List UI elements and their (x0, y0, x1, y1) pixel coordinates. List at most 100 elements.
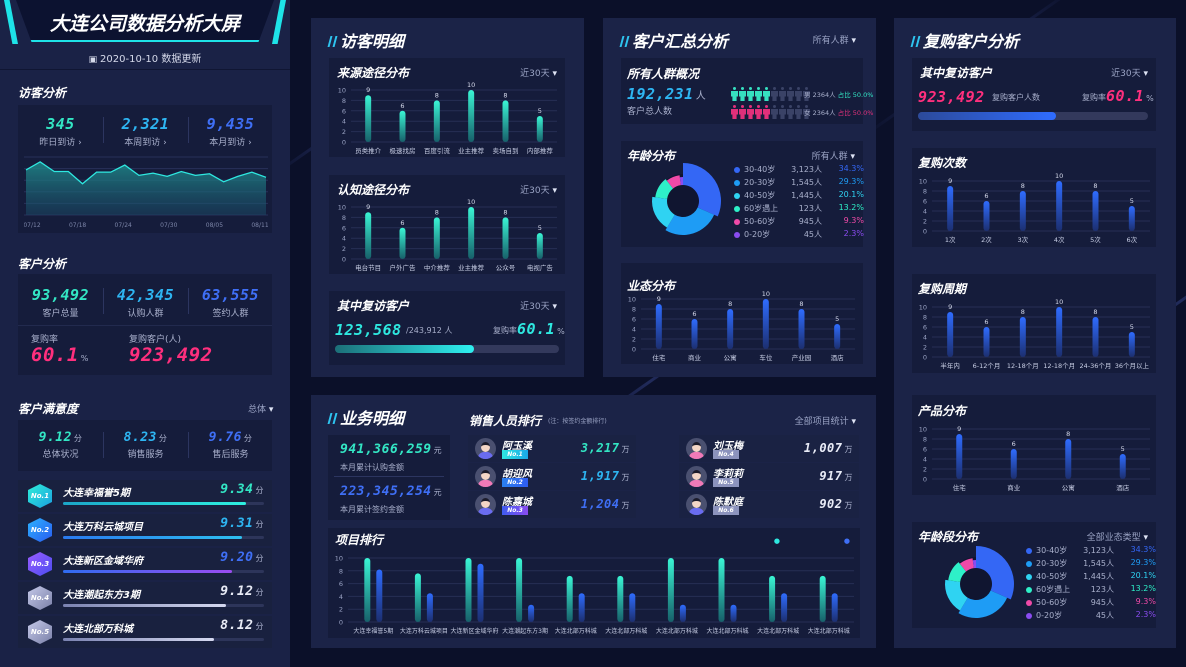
dashboard-title: 大连公司数据分析大屏 (49, 13, 240, 35)
sales-person-item[interactable]: 刘玉梅 No.4 1,007 万 (679, 435, 859, 462)
revisit-filter-dropdown[interactable]: 近30天 (520, 299, 557, 312)
x-tick-label: 36个月以上 (1115, 361, 1150, 370)
sales-filter-dropdown[interactable]: 全部项目统计 (795, 414, 856, 427)
divider (188, 432, 189, 458)
legend-item: 60岁遇上 123人 13.2% (734, 203, 864, 216)
sales-person-item[interactable]: 胡迎风 No.2 1,917 万 (468, 463, 636, 490)
progress-fill (335, 345, 474, 353)
bar (617, 575, 624, 622)
data-label: 5 (835, 315, 839, 323)
legend-count: 945人 (1090, 598, 1114, 607)
data-label: 9 (948, 177, 952, 185)
sales-person-item[interactable]: 陈默庭 No.6 902 万 (679, 491, 859, 518)
revisit-value: 123,568 (335, 321, 402, 339)
ranking-item[interactable]: No.5 大连北部万科城 8.12 分 (18, 616, 272, 648)
data-label: 6 (400, 219, 404, 227)
y-tick-label: 10 (338, 204, 346, 212)
male-stats: 男 2364人 占比 50.0% (804, 89, 873, 99)
y-tick-label: 4 (339, 593, 343, 601)
title-text: 复购客户分析 (923, 32, 1020, 51)
x-tick-label: 电台节目 (355, 263, 381, 272)
y-tick-label: 8 (923, 188, 927, 196)
product-title: 产品分布 (918, 404, 967, 418)
unit: 万 (621, 501, 630, 510)
x-tick-label: 产业园 (792, 353, 812, 362)
x-tick-label: 大连北部万科城 (706, 627, 748, 635)
summary-filter-dropdown[interactable]: 所有人群 (813, 33, 856, 46)
ranking-item[interactable]: No.1 大连幸福誉5期 9.34 分 (18, 480, 272, 512)
legend-dot-icon (734, 167, 740, 173)
ranking-item[interactable]: No.2 大连万科云城项目 9.31 分 (18, 514, 272, 546)
revisit-title: 其中复访客户 (337, 299, 410, 313)
female-ratio: 占比 50.0% (837, 109, 874, 117)
legend-dot-icon (734, 206, 740, 212)
age-segment-filter-dropdown[interactable]: 全部业态类型 (1087, 530, 1148, 543)
rank-badge-icon: No.5 (28, 620, 52, 644)
bar (655, 304, 662, 349)
legend-dot-icon (1026, 574, 1032, 580)
sales-person-item[interactable]: 陈嘉城 No.3 1,204 万 (468, 491, 636, 518)
repurchase-rate: 60.1% (31, 344, 89, 366)
count-title: 复购次数 (918, 156, 967, 170)
ranking-item[interactable]: No.3 大连新区金域华府 9.20 分 (18, 548, 272, 580)
stat-value: 42,345 (116, 286, 175, 304)
cycle-title: 复购周期 (918, 282, 967, 296)
person-icon (739, 87, 746, 101)
legend-dot-icon (734, 180, 740, 186)
data-label: 9 (657, 295, 661, 303)
legend-label: 30-40岁 (744, 165, 776, 174)
legend-label: 30-40岁 (1036, 546, 1068, 555)
sales-person-item[interactable]: 李莉莉 No.5 917 万 (679, 463, 859, 490)
x-tick-label: 1次 (945, 235, 956, 244)
data-label: 10 (1055, 299, 1063, 306)
x-tick-label: 07/24 (115, 222, 132, 229)
y-tick-label: 0 (923, 228, 927, 236)
data-label: 8 (503, 208, 507, 216)
legend-dot-icon (1026, 600, 1032, 606)
y-tick-label: 4 (632, 326, 636, 334)
x-tick-label: 08/05 (206, 222, 223, 229)
bar (679, 604, 686, 622)
y-tick-label: 2 (632, 336, 636, 344)
x-tick-label: 车位 (759, 353, 773, 362)
person-icon (795, 87, 802, 101)
stat-month[interactable]: 9,435 本月到访 › (188, 115, 273, 148)
repurchase-rate-label: 复购率 (31, 335, 59, 345)
y-tick-label: 10 (335, 555, 343, 563)
unit: 分 (243, 434, 253, 443)
bar (566, 575, 573, 622)
person-amount: 3,217 万 (581, 441, 630, 455)
bar (426, 593, 433, 622)
data-label: 6 (1012, 440, 1016, 448)
unit: 分 (255, 588, 264, 597)
data-label: 8 (1066, 430, 1070, 438)
project-name: 大连新区金域华府 (63, 556, 143, 567)
bar (376, 569, 383, 622)
awareness-bar-chart: 0 2 4 6 8 10 9 电台节目 6 户外广告 8 中介推荐 10 业主推荐 8 公众号 5 电视广告 (338, 199, 557, 272)
data-label: 8 (435, 91, 439, 99)
sales-ranking-title: 销售人员排行 (469, 414, 542, 428)
stat-yesterday[interactable]: 345 昨日到访 › (18, 115, 103, 148)
data-label: 8 (1021, 308, 1025, 316)
legend-item: 30-40岁 3,123人 34.3% (734, 164, 864, 177)
avatar-icon (475, 466, 496, 487)
satisfaction-filter-dropdown[interactable]: 总体 (248, 402, 273, 415)
data-label: 10 (467, 82, 475, 89)
age-segment-donut-chart (945, 546, 1014, 618)
legend-item: 60岁遇上 123人 13.2% (1026, 584, 1156, 597)
stat-week[interactable]: 2,321 本周到访 › (103, 115, 188, 148)
awareness-filter-dropdown[interactable]: 近30天 (520, 183, 557, 196)
ranking-item[interactable]: No.4 大连潮起东方3期 9.12 分 (18, 582, 272, 614)
revisit-filter-dropdown[interactable]: 近30天 (1111, 66, 1148, 79)
sales-person-item[interactable]: 阿玉溪 No.1 3,217 万 (468, 435, 636, 462)
age-filter-dropdown[interactable]: 所有人群 (812, 149, 855, 162)
y-tick-label: 0 (632, 346, 636, 354)
title-text: 客户汇总分析 (632, 32, 729, 51)
score-progress-bar (63, 638, 264, 641)
legend-label: 20-30岁 (744, 178, 776, 187)
y-tick-label: 2 (923, 466, 927, 474)
source-filter-dropdown[interactable]: 近30天 (520, 66, 557, 79)
person-icon (803, 105, 810, 119)
x-tick-label: 商业 (1007, 483, 1021, 492)
